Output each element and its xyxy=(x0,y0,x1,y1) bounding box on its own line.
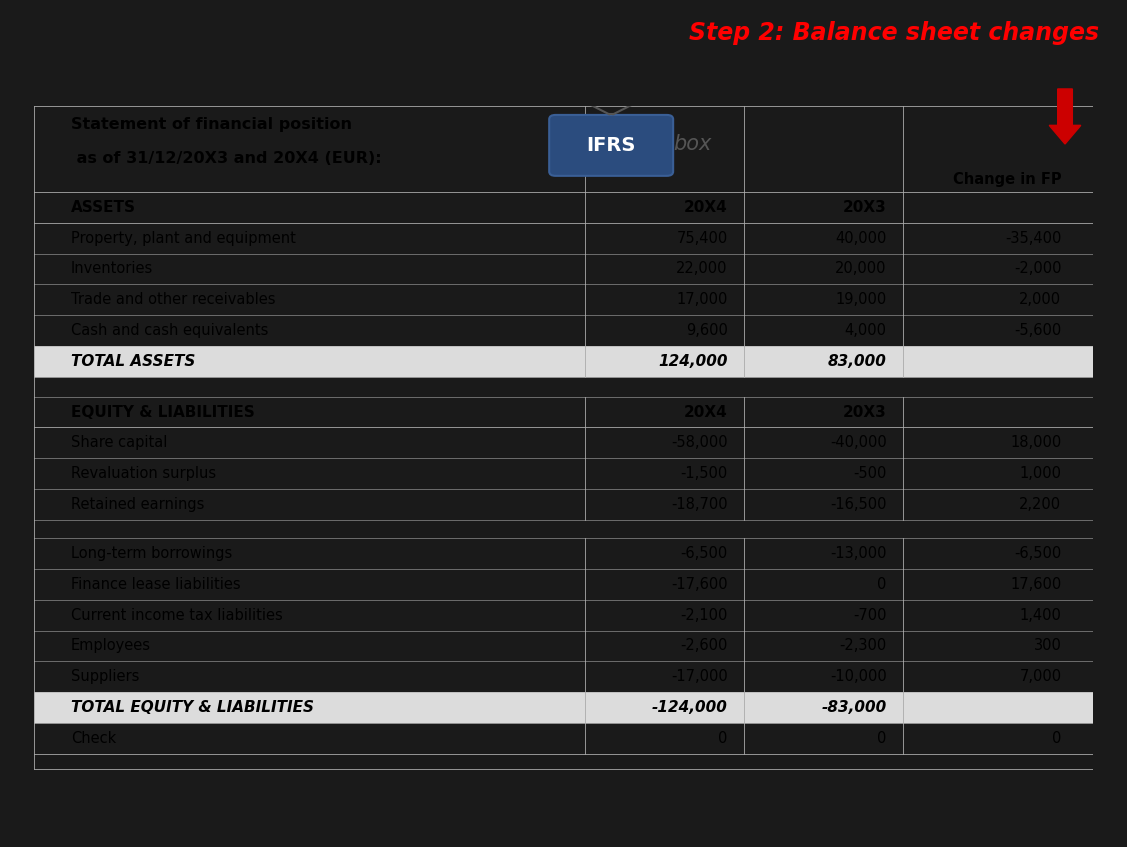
Text: Inventories: Inventories xyxy=(71,262,153,276)
Text: Statement of financial position: Statement of financial position xyxy=(71,117,352,132)
Text: 9,600: 9,600 xyxy=(686,323,728,338)
Text: 2,200: 2,200 xyxy=(1019,497,1062,512)
Text: 0: 0 xyxy=(877,577,887,592)
Text: Suppliers: Suppliers xyxy=(71,669,140,684)
Text: -124,000: -124,000 xyxy=(651,700,728,715)
Text: 19,000: 19,000 xyxy=(835,292,887,307)
Text: 1,000: 1,000 xyxy=(1020,466,1062,481)
Text: 0: 0 xyxy=(877,731,887,746)
Text: -2,300: -2,300 xyxy=(840,639,887,654)
Text: 4,000: 4,000 xyxy=(844,323,887,338)
Text: 300: 300 xyxy=(1033,639,1062,654)
Text: Property, plant and equipment: Property, plant and equipment xyxy=(71,230,295,246)
FancyBboxPatch shape xyxy=(549,115,673,176)
Text: -17,600: -17,600 xyxy=(671,577,728,592)
Text: -6,500: -6,500 xyxy=(681,546,728,562)
Text: -16,500: -16,500 xyxy=(831,497,887,512)
Text: 1,400: 1,400 xyxy=(1020,607,1062,623)
Text: 83,000: 83,000 xyxy=(827,354,887,368)
Text: 7,000: 7,000 xyxy=(1019,669,1062,684)
Text: TOTAL ASSETS: TOTAL ASSETS xyxy=(71,354,195,368)
FancyArrow shape xyxy=(1049,89,1081,144)
Text: as of 31/12/20X3 and 20X4 (EUR):: as of 31/12/20X3 and 20X4 (EUR): xyxy=(71,151,382,166)
Text: EQUITY & LIABILITIES: EQUITY & LIABILITIES xyxy=(71,405,255,419)
Text: 0: 0 xyxy=(718,731,728,746)
Text: 17,600: 17,600 xyxy=(1010,577,1062,592)
Text: 20X4: 20X4 xyxy=(684,405,728,419)
Text: Step 2: Balance sheet changes: Step 2: Balance sheet changes xyxy=(689,21,1099,45)
Text: Trade and other receivables: Trade and other receivables xyxy=(71,292,275,307)
Text: 20X3: 20X3 xyxy=(843,405,887,419)
Text: Long-term borrowings: Long-term borrowings xyxy=(71,546,232,562)
Text: -58,000: -58,000 xyxy=(671,435,728,451)
Text: Employees: Employees xyxy=(71,639,151,654)
Text: -2,100: -2,100 xyxy=(681,607,728,623)
Text: -6,500: -6,500 xyxy=(1014,546,1062,562)
Text: -17,000: -17,000 xyxy=(671,669,728,684)
Text: -500: -500 xyxy=(853,466,887,481)
Text: IFRS: IFRS xyxy=(586,136,636,155)
Text: Check: Check xyxy=(71,731,116,746)
Text: 0: 0 xyxy=(1051,731,1062,746)
Text: 20X4: 20X4 xyxy=(684,200,728,215)
Text: Share capital: Share capital xyxy=(71,435,167,451)
Text: -13,000: -13,000 xyxy=(831,546,887,562)
Text: TOTAL EQUITY & LIABILITIES: TOTAL EQUITY & LIABILITIES xyxy=(71,700,314,715)
Text: -35,400: -35,400 xyxy=(1005,230,1062,246)
Bar xyxy=(34,346,1093,377)
Text: -2,600: -2,600 xyxy=(681,639,728,654)
Text: 124,000: 124,000 xyxy=(658,354,728,368)
Text: 18,000: 18,000 xyxy=(1010,435,1062,451)
Text: ASSETS: ASSETS xyxy=(71,200,136,215)
Text: -2,000: -2,000 xyxy=(1014,262,1062,276)
Text: 2,000: 2,000 xyxy=(1019,292,1062,307)
Text: -700: -700 xyxy=(853,607,887,623)
Text: Cash and cash equivalents: Cash and cash equivalents xyxy=(71,323,268,338)
Text: 75,400: 75,400 xyxy=(676,230,728,246)
Text: 20,000: 20,000 xyxy=(835,262,887,276)
Text: 40,000: 40,000 xyxy=(835,230,887,246)
Text: box: box xyxy=(673,134,711,154)
Text: -1,500: -1,500 xyxy=(681,466,728,481)
Bar xyxy=(34,692,1093,723)
Text: 22,000: 22,000 xyxy=(676,262,728,276)
Text: Revaluation surplus: Revaluation surplus xyxy=(71,466,216,481)
Text: Retained earnings: Retained earnings xyxy=(71,497,204,512)
Text: Change in FP: Change in FP xyxy=(952,172,1062,187)
Text: -5,600: -5,600 xyxy=(1014,323,1062,338)
Text: 17,000: 17,000 xyxy=(676,292,728,307)
Text: Current income tax liabilities: Current income tax liabilities xyxy=(71,607,283,623)
Text: -83,000: -83,000 xyxy=(822,700,887,715)
Text: -18,700: -18,700 xyxy=(671,497,728,512)
Text: -40,000: -40,000 xyxy=(829,435,887,451)
Text: -10,000: -10,000 xyxy=(829,669,887,684)
Text: 20X3: 20X3 xyxy=(843,200,887,215)
Text: Finance lease liabilities: Finance lease liabilities xyxy=(71,577,240,592)
